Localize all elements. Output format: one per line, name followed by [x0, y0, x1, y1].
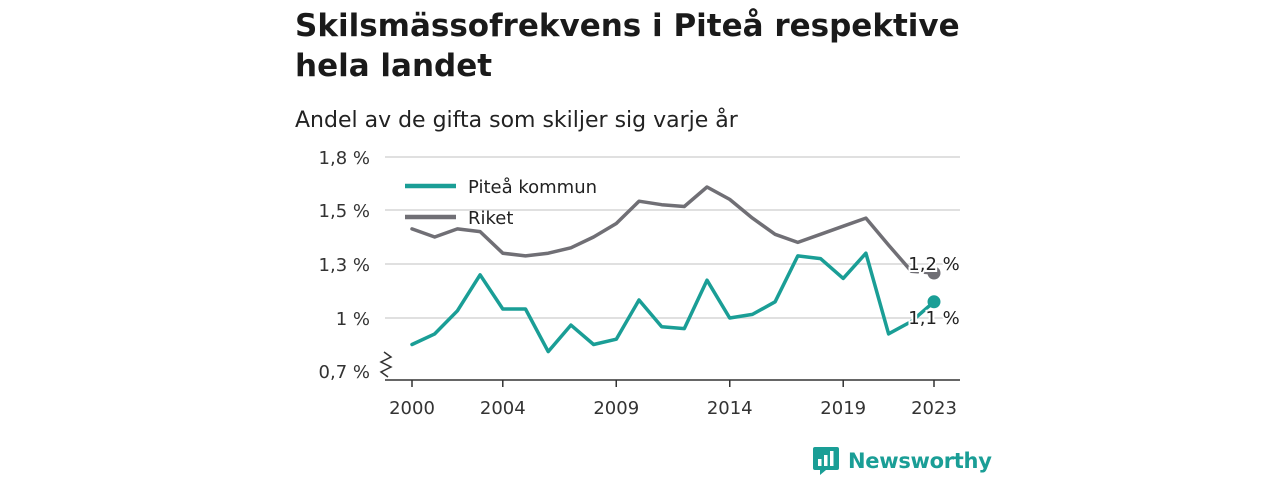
chart-subtitle: Andel av de gifta som skiljer sig varje …: [295, 108, 738, 133]
end-point-riket: [927, 266, 941, 280]
series-line-riket: [410, 185, 936, 275]
end-label-pitea: 1,1 %: [908, 308, 959, 329]
brand-logo: Newsworthy: [812, 445, 992, 477]
x-tick-label: 2000: [389, 398, 435, 419]
axis-break-icon: [379, 351, 393, 378]
series-line-pitea: [410, 251, 936, 354]
y-tick-label: 1,3 %: [319, 255, 370, 276]
legend-label: Riket: [468, 208, 513, 229]
end-point-pitea: [927, 295, 941, 309]
x-tick-label: 2019: [820, 398, 866, 419]
y-tick-label: 1 %: [336, 309, 370, 330]
brand-name: Newsworthy: [848, 449, 992, 473]
chart-title: Skilsmässofrekvens i Piteå respektive he…: [295, 8, 960, 84]
x-tick-label: 2014: [707, 398, 753, 419]
y-tick-label: 1,5 %: [319, 201, 370, 222]
newsworthy-logo-icon: [813, 447, 839, 475]
x-tick-label: 2023: [911, 398, 957, 419]
y-tick-label: 1,8 %: [319, 148, 370, 169]
y-tick-label: 0,7 %: [319, 362, 370, 383]
legend-label: Piteå kommun: [468, 177, 597, 198]
x-tick-label: 2009: [593, 398, 639, 419]
x-tick-label: 2004: [480, 398, 526, 419]
end-label-riket: 1,2 %: [908, 254, 959, 275]
